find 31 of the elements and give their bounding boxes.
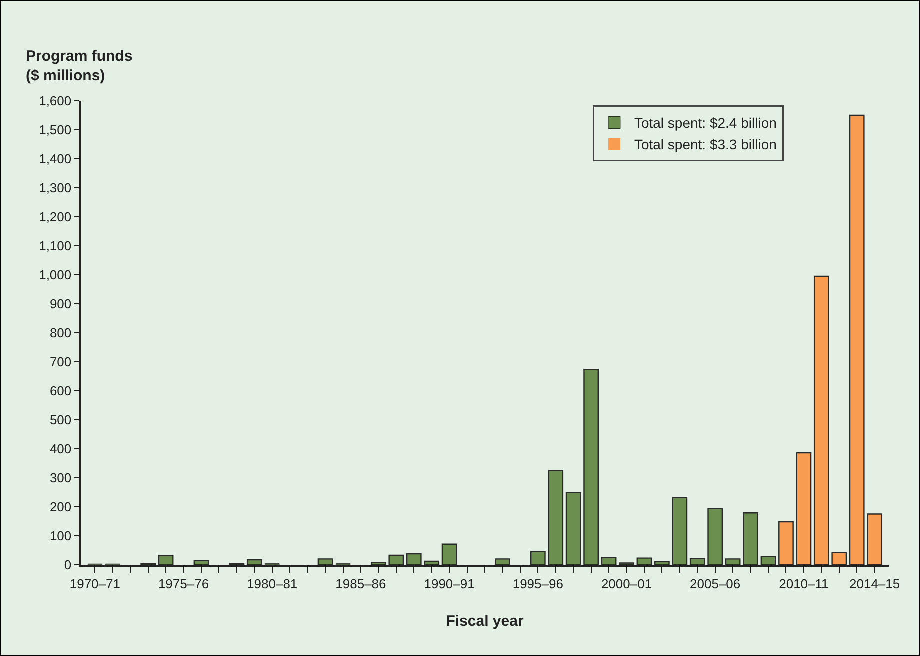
legend-label: Total spent: $3.3 billion	[634, 136, 777, 152]
y-tick-label: 900	[50, 296, 72, 312]
y-tick-label: 1,300	[39, 180, 72, 196]
y-tick-label: 1,400	[39, 152, 72, 167]
legend-label: Total spent: $2.4 billion	[634, 115, 777, 132]
x-tick-label: 1990–91	[424, 576, 475, 592]
x-tick-label: 1980–81	[247, 576, 298, 592]
y-tick-label: 300	[50, 470, 72, 486]
y-tick-label: 700	[50, 354, 72, 370]
x-tick-label: 1970–71	[70, 576, 120, 592]
x-tick-label: 2005–06	[690, 576, 741, 592]
y-tick-label: 500	[50, 412, 72, 428]
x-tick-label: 2000–01	[601, 576, 652, 592]
y-tick-label: 1,600	[39, 94, 72, 109]
x-tick-label: 1995–96	[512, 576, 564, 592]
y-tick-label: 800	[50, 326, 72, 341]
y-tick-label: 200	[50, 500, 72, 515]
y-tick-label: 1,000	[39, 268, 72, 283]
x-tick-label: 1985–86	[336, 576, 386, 592]
x-tick-label: 1975–76	[158, 576, 210, 592]
y-tick-label: 1,500	[39, 122, 72, 138]
y-tick-label: 0	[64, 558, 72, 573]
y-tick-label: 1,200	[39, 210, 72, 225]
y-tick-label: 400	[50, 442, 72, 457]
y-tick-label: 1,100	[39, 238, 72, 254]
y-axis-title: Program funds ($ millions)	[26, 48, 133, 84]
x-tick-label: 2014–15	[850, 576, 900, 592]
y-tick-label: 100	[50, 528, 72, 544]
x-axis-title: Fiscal year	[446, 613, 524, 630]
x-tick-label: 2010–11	[779, 576, 829, 592]
y-tick-label: 600	[50, 384, 72, 399]
